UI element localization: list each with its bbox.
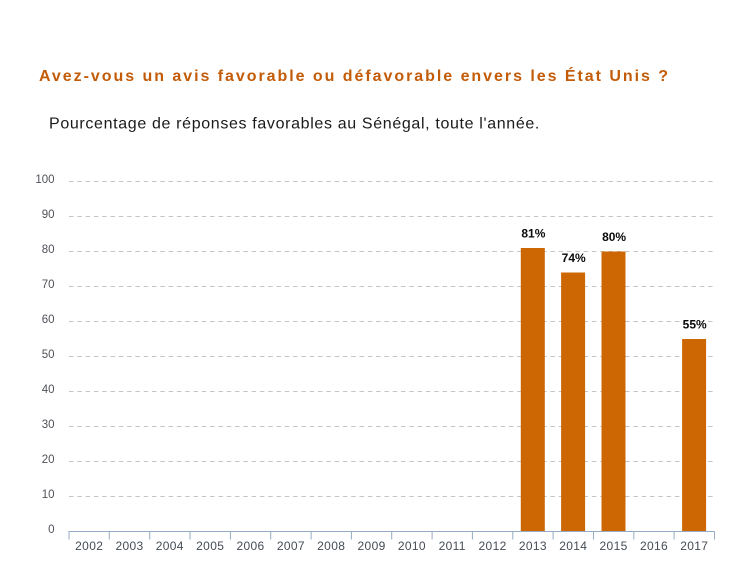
svg-text:2016: 2016 — [640, 539, 668, 553]
svg-text:60: 60 — [42, 314, 55, 326]
svg-text:30: 30 — [42, 419, 55, 431]
svg-text:10: 10 — [42, 489, 55, 501]
svg-text:2002: 2002 — [75, 539, 103, 553]
svg-text:2010: 2010 — [398, 539, 426, 553]
svg-text:2012: 2012 — [479, 539, 507, 553]
svg-text:81%: 81% — [521, 227, 545, 241]
svg-text:2014: 2014 — [559, 539, 587, 553]
svg-text:40: 40 — [42, 384, 55, 396]
svg-text:2008: 2008 — [317, 539, 345, 553]
svg-text:Avez-vous un avis favorable ou: Avez-vous un avis favorable ou défavorab… — [39, 66, 670, 85]
svg-text:2011: 2011 — [439, 539, 466, 553]
svg-text:2015: 2015 — [600, 539, 628, 553]
svg-text:100: 100 — [35, 174, 54, 186]
svg-text:2007: 2007 — [277, 539, 305, 553]
svg-text:0: 0 — [48, 524, 54, 536]
svg-text:90: 90 — [42, 209, 55, 221]
svg-text:2006: 2006 — [236, 539, 264, 553]
svg-text:80: 80 — [42, 244, 55, 256]
svg-text:2013: 2013 — [519, 539, 547, 553]
svg-text:Pourcentage de réponses favora: Pourcentage de réponses favorables au Sé… — [49, 115, 540, 132]
svg-text:55%: 55% — [683, 318, 707, 332]
svg-text:2017: 2017 — [680, 539, 708, 553]
svg-text:80%: 80% — [602, 230, 626, 244]
svg-text:20: 20 — [42, 454, 55, 466]
svg-text:2004: 2004 — [156, 539, 184, 553]
svg-text:74%: 74% — [562, 251, 586, 265]
svg-text:2009: 2009 — [358, 539, 386, 553]
svg-text:2003: 2003 — [115, 539, 143, 553]
svg-text:70: 70 — [42, 279, 55, 291]
svg-text:2005: 2005 — [196, 539, 224, 553]
svg-text:50: 50 — [42, 349, 55, 361]
